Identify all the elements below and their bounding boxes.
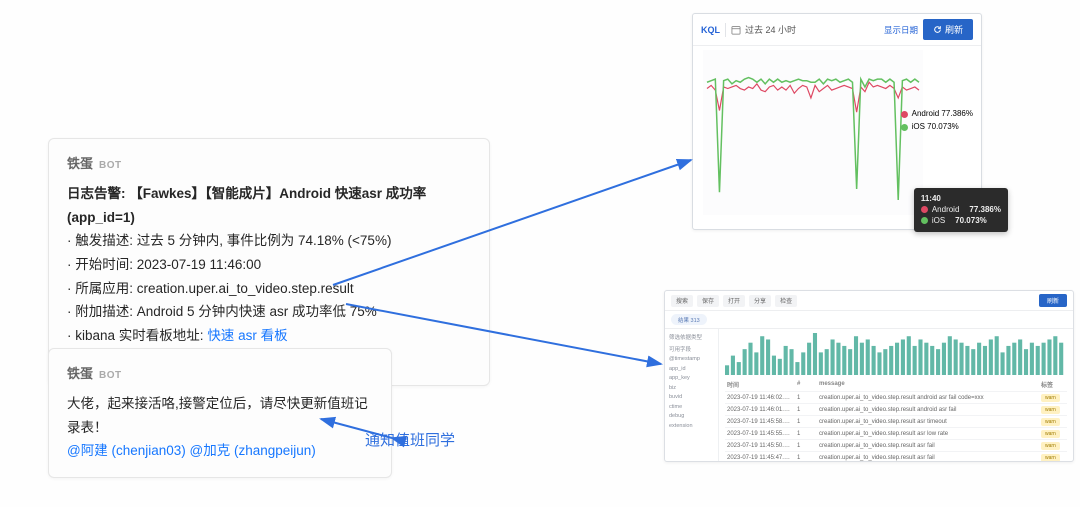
chat-notify-card: 铁蛋 BOT 大佬，起来接活咯,接警定位后，请尽快更新值班记录表！ @阿建 (c… <box>48 348 392 478</box>
kibana-toolbar: KQL 过去 24 小时 显示日期 刷新 <box>693 14 981 46</box>
tooltip-row: iOS70.073% <box>921 215 1001 226</box>
calendar-icon <box>731 25 741 35</box>
card-header: 铁蛋 BOT <box>67 153 471 172</box>
alert-title: 日志告警: 【Fawkes】【智能成片】Android 快速asr 成功率 (a… <box>67 182 471 229</box>
sidebar-field[interactable]: app_key <box>669 375 714 381</box>
line-chart-body[interactable]: Android 77.386%iOS 70.073% 11:40Android7… <box>693 46 981 228</box>
head-item[interactable]: 检查 <box>775 295 797 307</box>
legend-row: iOS 70.073% <box>901 121 973 134</box>
refresh-button[interactable]: 刷新 <box>923 19 973 40</box>
bar-chart-svg <box>725 333 1065 377</box>
link1-label: kibana 实时看板地址: <box>75 328 203 343</box>
legend-swatch <box>901 124 908 131</box>
alert-bullet: · 触发描述: 过去 5 分钟内, 事件比例为 74.18% (<75%) <box>67 229 471 253</box>
sidebar-field[interactable]: app_id <box>669 366 714 372</box>
dashboard-head: 搜索保存打开分享检查 刷新 <box>665 291 1073 311</box>
tooltip-row: Android77.386% <box>921 204 1001 215</box>
alert-link-row-1: · kibana 实时看板地址: 快速 asr 看板 <box>67 324 471 348</box>
dashboard-body: 时间#message标签 2023-07-19 11:46:02.0211cre… <box>719 329 1073 462</box>
legend-text: iOS 70.073% <box>912 121 959 134</box>
head-item[interactable]: 搜索 <box>671 295 693 307</box>
legend-swatch <box>901 111 908 118</box>
dashboard-bar-chart[interactable] <box>719 329 1073 377</box>
refresh-icon <box>933 25 942 34</box>
card-header-2: 铁蛋 BOT <box>67 363 373 382</box>
sidebar-field[interactable]: ctime <box>669 404 714 410</box>
sender-name-2: 铁蛋 <box>67 363 93 382</box>
sidebar-field[interactable]: @timestamp <box>669 356 714 362</box>
alert-bullet: · 开始时间: 2023-07-19 11:46:00 <box>67 253 471 277</box>
table-head: 时间#message标签 <box>725 377 1067 392</box>
dashboard-table: 时间#message标签 2023-07-19 11:46:02.0211cre… <box>719 377 1073 462</box>
alert-bullets: · 触发描述: 过去 5 分钟内, 事件比例为 74.18% (<75%)· 开… <box>67 229 471 324</box>
notify-mentions: @阿建 (chenjian03) @加克 (zhangpeijun) <box>67 439 373 463</box>
alert-title-prefix: 日志告警: <box>67 186 126 201</box>
toolbar-divider <box>725 23 726 37</box>
tooltip-time: 11:40 <box>921 193 1001 204</box>
table-row[interactable]: 2023-07-19 11:46:01.8871creation.uper.ai… <box>725 404 1067 416</box>
column-header[interactable]: 时间 <box>725 377 795 391</box>
mention-user[interactable]: @加克 (zhangpeijun) <box>186 443 316 458</box>
head-item[interactable]: 打开 <box>723 295 745 307</box>
sidebar-field[interactable]: debug <box>669 413 714 419</box>
column-header[interactable]: 标签 <box>1039 377 1067 391</box>
kibana-board-link[interactable]: 快速 asr 看板 <box>207 328 287 343</box>
table-row[interactable]: 2023-07-19 11:46:02.0211creation.uper.ai… <box>725 392 1067 404</box>
dashboard-filter-row: 结果 313 <box>665 311 1073 329</box>
column-header[interactable]: # <box>795 379 817 390</box>
kql-label[interactable]: KQL <box>701 25 720 35</box>
head-item[interactable]: 保存 <box>697 295 719 307</box>
dashboard-sidebar: 筛选依据类型可用字段 @timestamp app_id app_keybiz buvi… <box>665 329 719 462</box>
dashboard-refresh-button[interactable]: 刷新 <box>1039 294 1067 307</box>
alert-bullet: · 附加描述: Android 5 分钟内快速 asr 成功率低 75% <box>67 300 471 324</box>
time-text: 过去 24 小时 <box>745 23 796 36</box>
sidebar-field[interactable]: 筛选依据类型 <box>669 333 714 341</box>
result-count-chip[interactable]: 结果 313 <box>671 314 707 325</box>
table-row[interactable]: 2023-07-19 11:45:50.7791creation.uper.ai… <box>725 440 1067 452</box>
bot-badge-2: BOT <box>99 370 122 381</box>
chart-legend: Android 77.386%iOS 70.073% <box>901 108 973 134</box>
kibana-dashboard-panel: 搜索保存打开分享检查 刷新 结果 313 筛选依据类型可用字段 @timestamp… <box>664 290 1074 462</box>
time-picker[interactable]: 过去 24 小时 <box>731 23 796 36</box>
sidebar-field[interactable]: extension <box>669 423 714 429</box>
chart-tooltip: 11:40Android77.386%iOS70.073% <box>914 188 1008 232</box>
column-header[interactable]: message <box>817 379 1039 390</box>
kibana-line-panel: KQL 过去 24 小时 显示日期 刷新 Android 77.386%iOS … <box>692 13 982 230</box>
legend-row: Android 77.386% <box>901 108 973 121</box>
refresh-label: 刷新 <box>945 23 963 36</box>
head-item[interactable]: 分享 <box>749 295 771 307</box>
table-row[interactable]: 2023-07-19 11:45:58.4101creation.uper.ai… <box>725 416 1067 428</box>
alert-bullet: · 所属应用: creation.uper.ai_to_video.step.r… <box>67 277 471 301</box>
mention-user[interactable]: @阿建 (chenjian03) <box>67 443 186 458</box>
sidebar-field[interactable]: 可用字段 <box>669 345 714 353</box>
show-dates-link[interactable]: 显示日期 <box>884 24 918 36</box>
bot-badge: BOT <box>99 160 122 171</box>
legend-text: Android 77.386% <box>912 108 973 121</box>
table-row[interactable]: 2023-07-19 11:45:55.1021creation.uper.ai… <box>725 428 1067 440</box>
sender-name: 铁蛋 <box>67 153 93 172</box>
table-body: 2023-07-19 11:46:02.0211creation.uper.ai… <box>725 392 1067 462</box>
sidebar-field[interactable]: buvid <box>669 394 714 400</box>
caption-label: 通知值班同学 <box>365 429 455 450</box>
notify-text: 大佬，起来接活咯,接警定位后，请尽快更新值班记录表！ <box>67 392 373 439</box>
sidebar-field[interactable]: biz <box>669 385 714 391</box>
dashboard-main: 筛选依据类型可用字段 @timestamp app_id app_keybiz buvi… <box>665 329 1073 462</box>
table-row[interactable]: 2023-07-19 11:45:47.0031creation.uper.ai… <box>725 452 1067 462</box>
